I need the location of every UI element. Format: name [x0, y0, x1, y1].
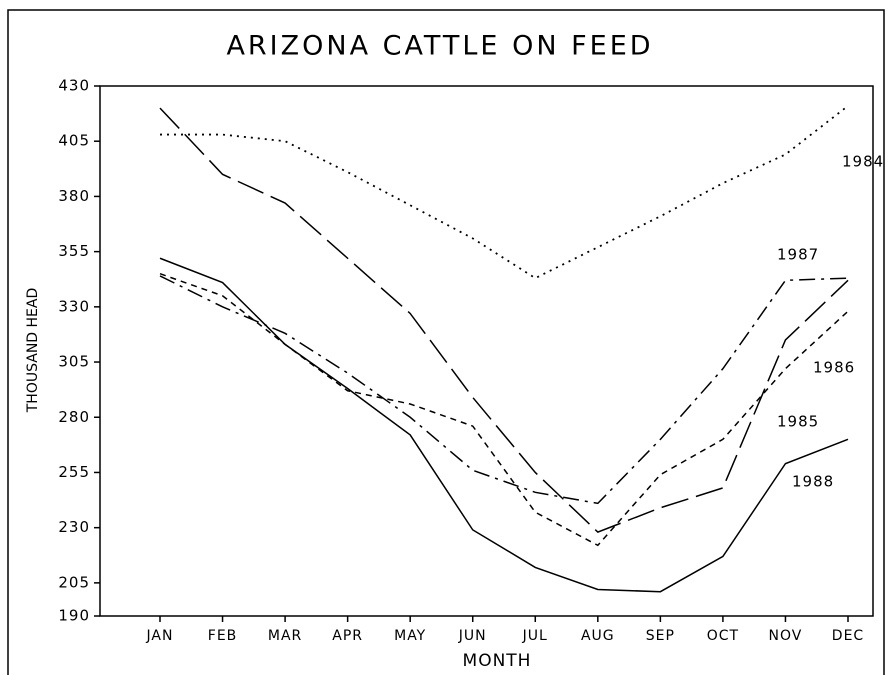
series-label: 1985: [777, 413, 819, 431]
frame: [7, 9, 885, 675]
x-tick-label: DEC: [832, 628, 864, 644]
series-label: 1986: [813, 359, 855, 377]
series-line: [159, 275, 849, 505]
y-tick-label: 405: [58, 132, 90, 150]
y-tick-label: 255: [58, 463, 90, 481]
series-line: [160, 105, 849, 280]
x-tick-label: JUN: [458, 628, 487, 644]
series-label: 1984: [842, 153, 884, 171]
y-tick-label: 205: [58, 573, 90, 591]
x-tick-label: AUG: [581, 628, 615, 644]
x-tick-label: MAY: [394, 628, 426, 644]
x-tick-label: SEP: [646, 628, 675, 644]
x-tick-label: APR: [332, 628, 363, 644]
plot-area: [99, 85, 874, 617]
series-line: [159, 257, 849, 593]
y-tick-label: 355: [58, 242, 90, 260]
x-axis-label: MONTH: [463, 651, 532, 671]
x-tick-label: NOV: [769, 628, 803, 644]
chart-title: ARIZONA CATTLE ON FEED: [226, 31, 653, 62]
y-tick-label: 380: [58, 187, 90, 205]
series-line: [159, 107, 849, 533]
y-tick-label: 280: [58, 408, 90, 426]
x-tick-label: JUL: [522, 628, 548, 644]
y-axis-label: THOUSAND HEAD: [25, 288, 41, 414]
x-tick-label: MAR: [268, 628, 302, 644]
x-tick-label: FEB: [208, 628, 238, 644]
y-tick-label: 305: [58, 353, 90, 371]
series-line: [159, 273, 849, 547]
y-tick-label: 230: [58, 518, 90, 536]
y-tick-label: 190: [58, 607, 90, 625]
x-tick-label: OCT: [707, 628, 739, 644]
series-label: 1988: [792, 473, 834, 491]
x-tick-label: JAN: [146, 628, 174, 644]
series-label: 1987: [777, 246, 819, 264]
y-tick-label: 330: [58, 297, 90, 315]
y-tick-label: 430: [58, 77, 90, 95]
